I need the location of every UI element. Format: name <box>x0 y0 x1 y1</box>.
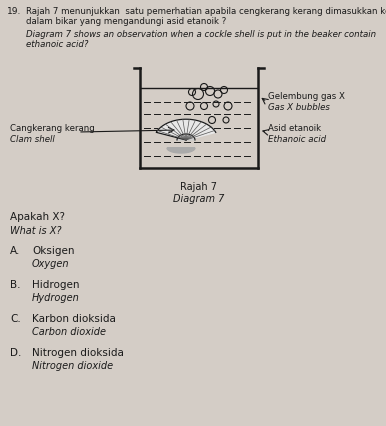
Text: Carbon dioxide: Carbon dioxide <box>32 327 106 337</box>
Text: Apakah X?: Apakah X? <box>10 212 65 222</box>
Text: Cangkerang kerang: Cangkerang kerang <box>10 124 95 133</box>
Polygon shape <box>156 119 216 140</box>
Text: Asid etanoik: Asid etanoik <box>268 124 321 133</box>
Polygon shape <box>177 134 195 140</box>
Text: Clam shell: Clam shell <box>10 135 55 144</box>
Text: Diagram 7: Diagram 7 <box>173 194 225 204</box>
Text: Ethanoic acid: Ethanoic acid <box>268 135 326 144</box>
Text: ethanoic acid?: ethanoic acid? <box>26 40 88 49</box>
Text: Nitrogen dioxide: Nitrogen dioxide <box>32 361 113 371</box>
Text: Gas X bubbles: Gas X bubbles <box>268 103 330 112</box>
Text: Rajah 7 menunjukkan  satu pemerhatian apabila cengkerang kerang dimasukkan ke: Rajah 7 menunjukkan satu pemerhatian apa… <box>26 7 386 16</box>
Text: 19.: 19. <box>7 7 21 16</box>
Text: B.: B. <box>10 280 20 290</box>
Text: Gelembung gas X: Gelembung gas X <box>268 92 345 101</box>
Text: Karbon dioksida: Karbon dioksida <box>32 314 116 324</box>
Text: Oxygen: Oxygen <box>32 259 69 269</box>
Text: A.: A. <box>10 246 20 256</box>
Text: Rajah 7: Rajah 7 <box>181 182 217 192</box>
Text: D.: D. <box>10 348 21 358</box>
Text: Hidrogen: Hidrogen <box>32 280 80 290</box>
Text: Hydrogen: Hydrogen <box>32 293 80 303</box>
Polygon shape <box>167 148 195 153</box>
Text: Nitrogen dioksida: Nitrogen dioksida <box>32 348 124 358</box>
Text: Oksigen: Oksigen <box>32 246 74 256</box>
Text: C.: C. <box>10 314 21 324</box>
Text: Diagram 7 shows an observation when a cockle shell is put in the beaker contain: Diagram 7 shows an observation when a co… <box>26 30 376 39</box>
Text: dalam bikar yang mengandungi asid etanoik ?: dalam bikar yang mengandungi asid etanoi… <box>26 17 226 26</box>
Text: What is X?: What is X? <box>10 226 61 236</box>
